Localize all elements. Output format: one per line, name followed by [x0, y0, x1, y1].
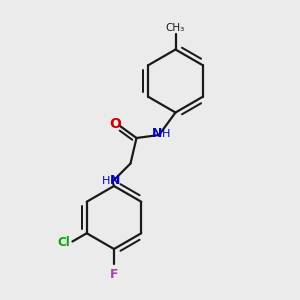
Text: O: O — [109, 118, 121, 131]
Text: N: N — [110, 174, 121, 188]
Text: Cl: Cl — [57, 236, 70, 249]
Text: H: H — [162, 129, 171, 139]
Text: CH₃: CH₃ — [166, 23, 185, 33]
Text: F: F — [110, 268, 118, 281]
Text: H: H — [102, 176, 110, 186]
Text: N: N — [152, 127, 162, 140]
